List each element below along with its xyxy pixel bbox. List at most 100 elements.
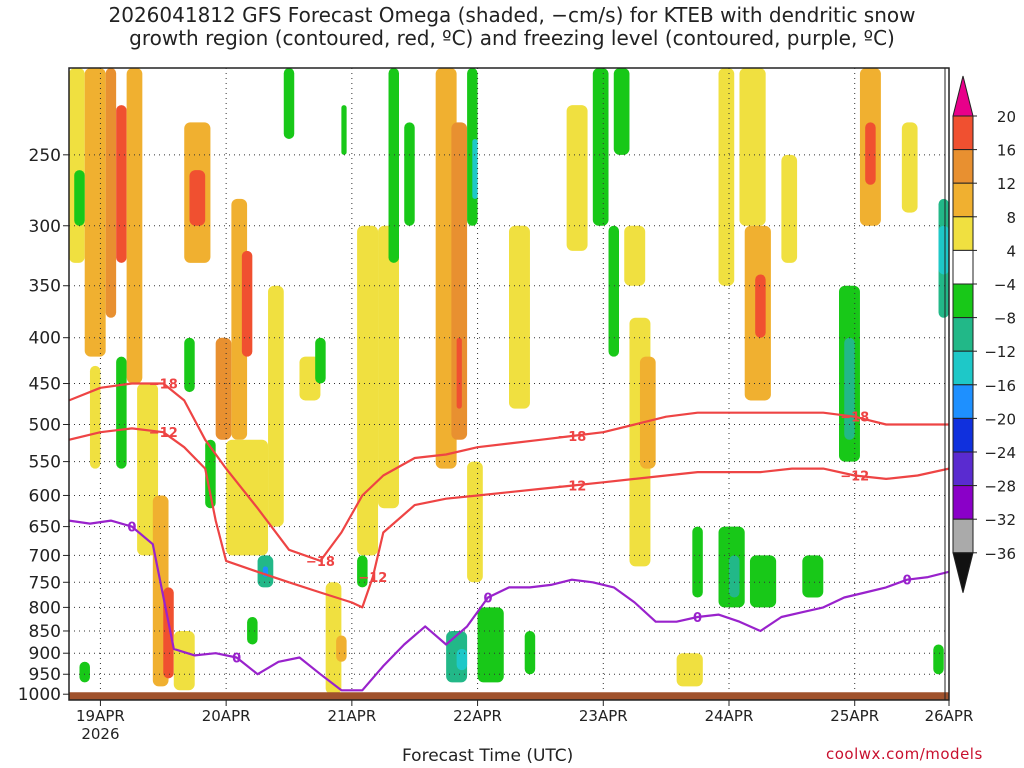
colorbar-swatch bbox=[952, 216, 974, 251]
colorbar-label: −32 bbox=[984, 511, 1016, 529]
chart-title: 2026041812 GFS Forecast Omega (shaded, −… bbox=[0, 4, 1024, 50]
omega-cell bbox=[524, 630, 536, 675]
colorbar: 20 16 12 8 4 −4 −8 −12 −16 −20 −24 −28 −32 −36 bbox=[952, 75, 1016, 593]
chart-title-line2: growth region (contoured, red, ºC) and f… bbox=[129, 26, 895, 50]
colorbar-swatch bbox=[952, 317, 974, 352]
contour-freezing-label: 0 bbox=[693, 611, 702, 626]
omega-cell bbox=[268, 285, 284, 527]
colorbar-swatch bbox=[952, 518, 974, 554]
y-axis: 2503003504004505005506006507007508008509… bbox=[18, 146, 69, 705]
omega-cell bbox=[639, 356, 656, 469]
omega-cell bbox=[378, 225, 399, 509]
contour-minus12-label: −12 bbox=[557, 480, 586, 495]
omega-cell bbox=[325, 582, 342, 695]
y-tick-label: 550 bbox=[29, 453, 61, 473]
omega-cell bbox=[456, 337, 462, 409]
omega-cell bbox=[844, 337, 855, 440]
y-tick-label: 250 bbox=[29, 146, 61, 166]
ground-surface bbox=[69, 692, 949, 700]
omega-cell bbox=[341, 105, 347, 155]
colorbar-top-triangle bbox=[952, 75, 974, 117]
contour-freezing-label: 0 bbox=[903, 574, 912, 589]
contour-minus12-label: −12 bbox=[358, 571, 387, 586]
omega-cell bbox=[357, 225, 379, 556]
x-tick-label: 26APR bbox=[925, 707, 974, 725]
colorbar-label: 16 bbox=[997, 142, 1016, 160]
colorbar-label: −4 bbox=[994, 276, 1016, 294]
y-tick-label: 900 bbox=[29, 644, 61, 664]
omega-cell bbox=[456, 648, 468, 671]
omega-cell bbox=[729, 555, 740, 598]
colorbar-label: 4 bbox=[1006, 242, 1016, 260]
gridlines bbox=[69, 68, 949, 700]
contour-minus18-label: −18 bbox=[149, 378, 178, 393]
contour-freezing-label: 0 bbox=[127, 521, 136, 536]
omega-cell bbox=[205, 439, 216, 509]
y-tick-label: 600 bbox=[29, 486, 61, 506]
x-tick-label: 19APR bbox=[76, 707, 125, 725]
y-tick-label: 650 bbox=[29, 518, 61, 538]
colorbar-label: −24 bbox=[984, 444, 1016, 462]
contour-minus12 bbox=[69, 427, 949, 609]
omega-cell bbox=[865, 122, 876, 185]
omega-cell bbox=[79, 661, 90, 683]
omega-cell bbox=[69, 68, 85, 263]
omega-cell bbox=[74, 170, 85, 226]
omega-cell bbox=[388, 68, 399, 263]
colorbar-swatch bbox=[952, 485, 974, 520]
colorbar-label: −16 bbox=[984, 377, 1016, 395]
y-tick-label: 400 bbox=[29, 329, 61, 349]
y-tick-label: 350 bbox=[29, 277, 61, 297]
x-tick-label: 22APR bbox=[453, 707, 502, 725]
omega-cell bbox=[315, 337, 326, 384]
omega-cell bbox=[283, 68, 295, 139]
contour-freezing bbox=[69, 519, 949, 692]
y-tick-label: 950 bbox=[29, 665, 61, 685]
colorbar-label: −12 bbox=[984, 343, 1016, 361]
omega-cell bbox=[938, 225, 949, 275]
colorbar-label: 8 bbox=[1006, 209, 1016, 227]
colorbar-swatch bbox=[952, 350, 974, 386]
y-tick-label: 450 bbox=[29, 375, 61, 395]
contour-minus18-label: −18 bbox=[306, 555, 335, 570]
contour-lines: −18 −18 −18 −18 −12 −12 −12 −12 0 0 0 0 0 bbox=[69, 378, 949, 692]
year-label: 2026 bbox=[81, 725, 119, 743]
y-tick-label: 850 bbox=[29, 622, 61, 642]
omega-cell bbox=[718, 68, 735, 286]
omega-cell bbox=[247, 616, 258, 645]
omega-cell bbox=[608, 225, 619, 357]
omega-cell bbox=[467, 461, 483, 583]
omega-shading bbox=[69, 68, 949, 695]
colorbar-swatch bbox=[952, 451, 974, 487]
omega-cell bbox=[624, 225, 646, 286]
omega-cell bbox=[241, 250, 253, 357]
colorbar-label: 12 bbox=[997, 175, 1016, 193]
x-tick-label: 23APR bbox=[579, 707, 628, 725]
omega-cell bbox=[692, 526, 703, 598]
omega-cell bbox=[215, 337, 232, 440]
colorbar-label: 20 bbox=[997, 108, 1016, 126]
omega-cell bbox=[613, 68, 630, 155]
omega-cell bbox=[173, 630, 195, 691]
omega-cell bbox=[89, 365, 101, 469]
omega-cell bbox=[116, 356, 127, 469]
y-tick-label: 750 bbox=[29, 573, 61, 593]
x-tick-label: 21APR bbox=[327, 707, 376, 725]
omega-cell bbox=[404, 122, 415, 226]
ground-fill bbox=[69, 692, 949, 700]
omega-cell bbox=[676, 653, 703, 687]
omega-cell bbox=[357, 555, 368, 588]
colorbar-swatch bbox=[952, 182, 974, 218]
x-tick-label: 24APR bbox=[705, 707, 754, 725]
omega-cell bbox=[451, 122, 468, 440]
y-tick-label: 800 bbox=[29, 598, 61, 618]
omega-cell bbox=[739, 68, 766, 226]
contour-minus18 bbox=[69, 382, 949, 562]
chart-title-line1: 2026041812 GFS Forecast Omega (shaded, −… bbox=[108, 3, 916, 27]
credit-link[interactable]: coolwx.com/models bbox=[826, 745, 983, 763]
x-tick-label: 20APR bbox=[202, 707, 251, 725]
omega-cell bbox=[84, 68, 106, 357]
y-tick-label: 500 bbox=[29, 416, 61, 436]
